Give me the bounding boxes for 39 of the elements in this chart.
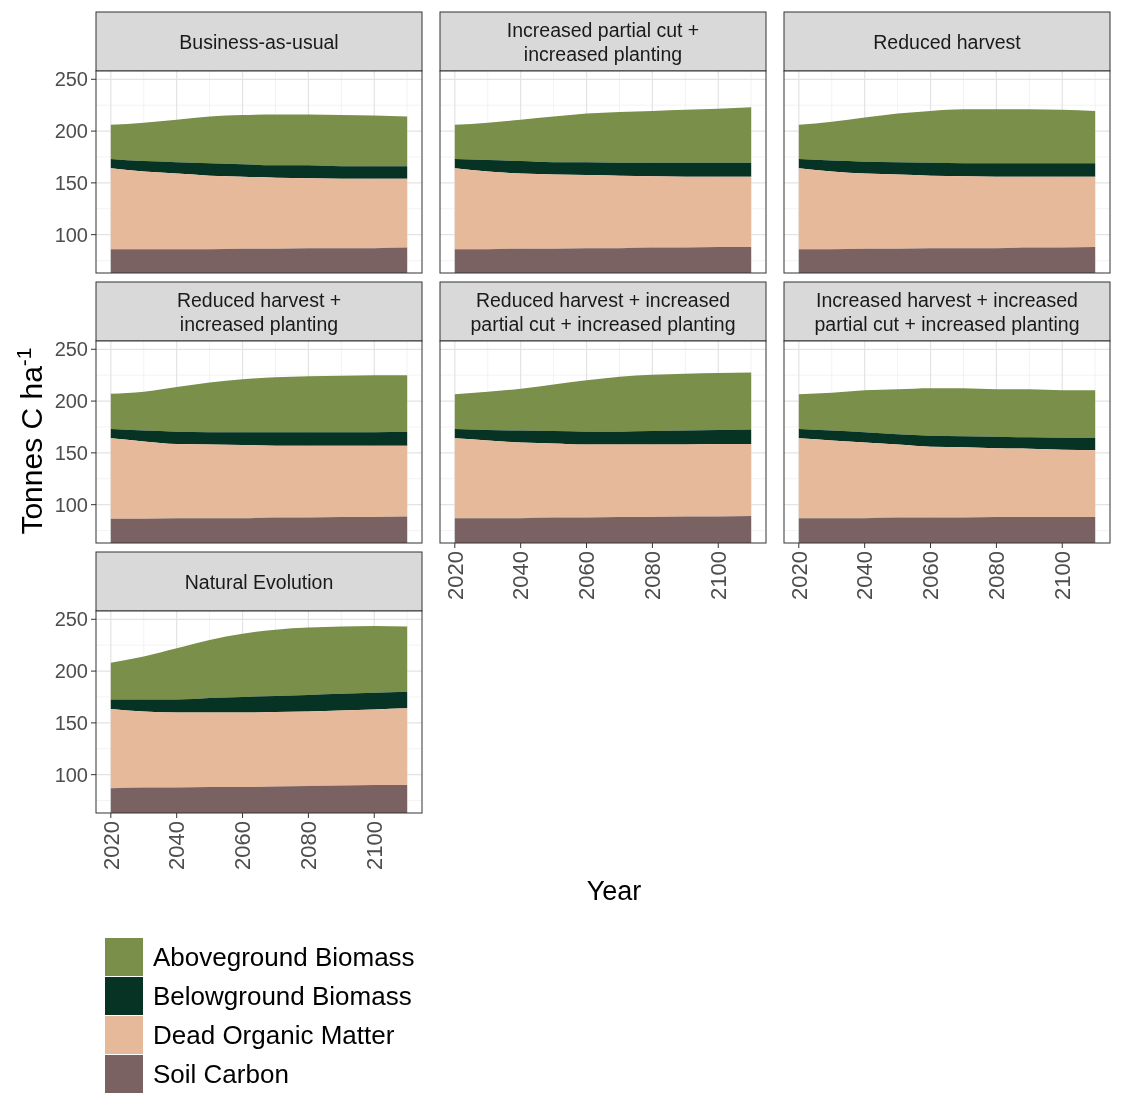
legend-label: Belowground Biomass (153, 981, 412, 1012)
x-tick-label: 2020 (442, 551, 468, 600)
legend-label: Soil Carbon (153, 1059, 289, 1090)
y-tick-label: 150 (54, 171, 88, 194)
x-axis-title: Year (586, 876, 642, 906)
x-tick-label: 2080 (984, 551, 1010, 600)
chart-title: Increased harvest + increased partial cut + increased planting (814, 288, 1080, 335)
y-tick-label: 200 (54, 390, 88, 413)
x-tick-label: 2040 (508, 551, 534, 600)
x-tick-label: 2100 (705, 551, 731, 600)
legend-label: Dead Organic Matter (153, 1020, 395, 1051)
y-tick-label: 200 (54, 120, 88, 143)
y-tick-label: 100 (54, 223, 88, 246)
x-tick-label: 2100 (361, 821, 387, 870)
chart-title: Reduced harvest + increased partial cut + increased planting (470, 288, 736, 335)
y-tick-label: 250 (54, 338, 88, 361)
x-tick-label: 2060 (918, 551, 944, 600)
legend-label: Aboveground Biomass (153, 942, 415, 973)
y-tick-label: 100 (54, 763, 88, 786)
x-tick-label: 2060 (230, 821, 256, 870)
x-tick-label: 2040 (164, 821, 190, 870)
chart-title: Increased partial cut + increased planting (506, 18, 700, 65)
y-tick-label: 200 (54, 660, 88, 683)
x-tick-label: 2040 (852, 551, 878, 600)
x-tick-label: 2020 (786, 551, 812, 600)
chart-title: Natural Evolution (184, 570, 334, 593)
y-tick-label: 150 (54, 441, 88, 464)
x-tick-label: 2080 (296, 821, 322, 870)
y-tick-label: 250 (54, 608, 88, 631)
y-tick-label: 250 (54, 68, 88, 91)
chart-title: Business-as-usual (179, 30, 339, 53)
chart-title: Reduced harvest + increased planting (176, 288, 342, 335)
x-tick-label: 2020 (98, 821, 124, 870)
x-tick-label: 2060 (574, 551, 600, 600)
x-tick-label: 2100 (1049, 551, 1075, 600)
y-tick-label: 100 (54, 493, 88, 516)
chart-title: Reduced harvest (873, 30, 1022, 53)
x-tick-label: 2080 (640, 551, 666, 600)
y-tick-label: 150 (54, 711, 88, 734)
